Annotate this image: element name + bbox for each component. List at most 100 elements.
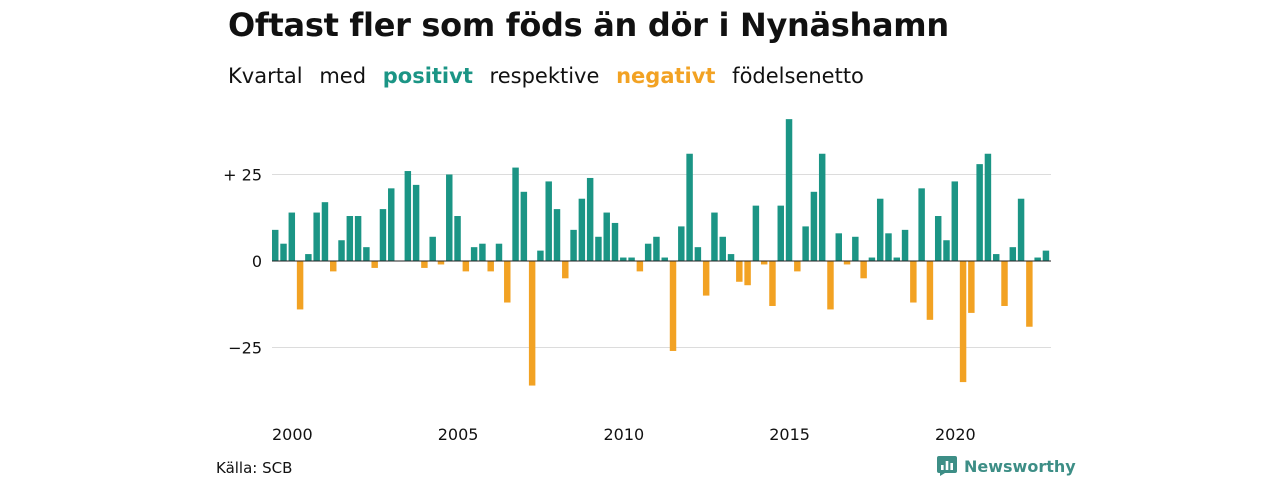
bar [553, 209, 561, 261]
bar [885, 233, 892, 261]
chart-subtitle: Kvartal med positivt respektive negativt… [228, 64, 874, 88]
bar [794, 261, 801, 272]
subtitle-text-4: födelsenetto [732, 64, 864, 88]
bar [620, 257, 627, 261]
bar [852, 236, 859, 261]
source-note: Källa: SCB [216, 459, 293, 477]
bar [528, 261, 536, 386]
x-tick-label: 2020 [935, 425, 976, 444]
subtitle-text-3: respektive [489, 64, 600, 88]
bar [959, 261, 967, 383]
bar [537, 250, 544, 261]
bar [736, 261, 743, 282]
bar [429, 236, 436, 261]
positive-legend-label: positivt [382, 64, 473, 88]
bar [769, 261, 776, 306]
bar [379, 209, 387, 261]
bar [363, 247, 370, 261]
bar [421, 261, 428, 268]
bar [951, 181, 959, 261]
bar [785, 119, 793, 261]
bar-chart-badge-icon [937, 456, 957, 476]
bar [976, 164, 983, 261]
bar [462, 261, 470, 272]
bar [901, 229, 909, 261]
bar [827, 261, 834, 310]
bar [918, 188, 925, 261]
bar [446, 174, 453, 261]
bar [570, 229, 577, 261]
bar [802, 226, 809, 261]
bar [495, 243, 503, 261]
bar [404, 171, 412, 261]
brand-name: Newsworthy [964, 456, 1076, 476]
bar [860, 261, 867, 279]
bar [1009, 247, 1017, 261]
bar [313, 212, 320, 261]
bar [412, 184, 420, 261]
y-tick-label: + 25 [223, 166, 262, 185]
bar [843, 261, 851, 265]
bar [752, 205, 760, 261]
bar [288, 212, 296, 261]
bar [371, 261, 378, 268]
x-tick-label: 2000 [272, 425, 313, 444]
negative-legend-label: negativt [616, 64, 716, 88]
bar [354, 216, 362, 261]
bar [338, 240, 345, 261]
bar [595, 236, 602, 261]
bar [1026, 261, 1033, 327]
bar [388, 188, 395, 261]
bar [562, 261, 569, 279]
bar [686, 153, 693, 261]
bar [321, 202, 329, 261]
bar [968, 261, 975, 313]
bar [1042, 250, 1050, 261]
bar [653, 236, 660, 261]
bar [470, 247, 478, 261]
bar [512, 167, 519, 261]
bar [694, 247, 702, 261]
bar [545, 181, 552, 261]
bar [744, 261, 751, 286]
bar [711, 212, 718, 261]
bar [454, 216, 461, 261]
bar [611, 222, 619, 261]
bar [934, 216, 942, 261]
brand-logo: Newsworthy [937, 456, 1076, 476]
bar [992, 254, 1000, 261]
bar [603, 212, 610, 261]
bar [479, 243, 486, 261]
bar [702, 261, 710, 296]
x-tick-label: 2015 [769, 425, 810, 444]
y-tick-label: 0 [252, 252, 262, 271]
bar [1017, 198, 1025, 261]
bar [636, 261, 644, 272]
bar [644, 243, 652, 261]
bar [893, 257, 901, 261]
bar [280, 243, 287, 261]
x-tick-label: 2005 [438, 425, 479, 444]
bar [1001, 261, 1008, 306]
bar [678, 226, 685, 261]
bar [719, 236, 726, 261]
bar [504, 261, 511, 303]
bar [661, 257, 668, 261]
bar [296, 261, 304, 310]
bar [727, 254, 735, 261]
bar [760, 261, 768, 265]
subtitle-text-2: med [319, 64, 367, 88]
bar [586, 177, 594, 261]
bar [520, 191, 528, 261]
bar [487, 261, 494, 272]
bar [628, 257, 635, 261]
bar [984, 153, 992, 261]
bar [943, 240, 950, 261]
chart-title: Oftast fler som föds än dör i Nynäshamn [228, 6, 949, 44]
bar [910, 261, 917, 303]
subtitle-text-1: Kvartal [228, 64, 303, 88]
bar [868, 257, 876, 261]
bar [305, 254, 312, 261]
bar [330, 261, 337, 272]
